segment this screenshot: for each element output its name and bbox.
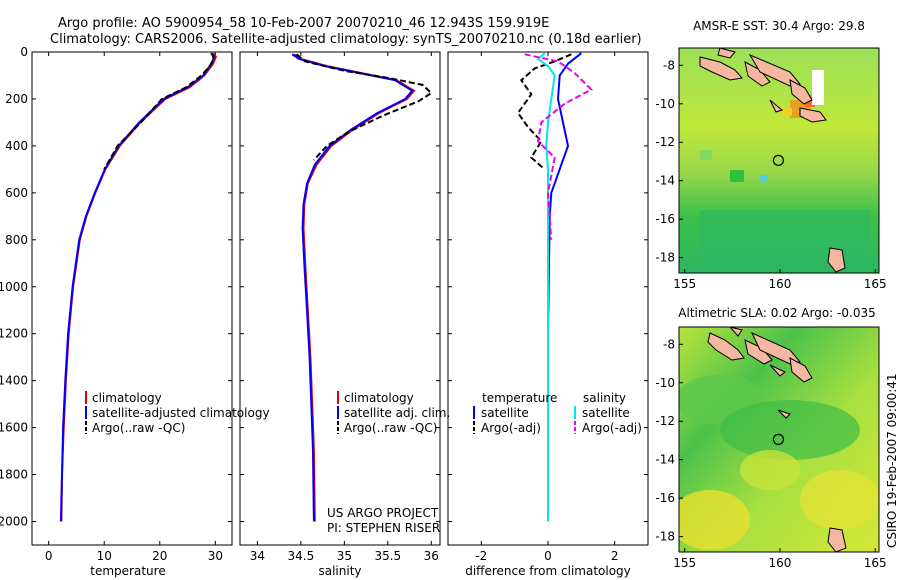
map-y-tick-label: -18 xyxy=(655,530,675,544)
legend-diff-temp-satellite: satellite xyxy=(481,406,529,420)
sst-map-ticks: 155 160 165 -8 -10 -12 -14 -16 -18 xyxy=(655,58,886,291)
x-tick-label: 10 xyxy=(97,549,112,563)
map-y-tick-label: -14 xyxy=(655,453,675,467)
series-line-argo xyxy=(103,52,215,170)
series-line-argo xyxy=(295,53,433,161)
series-line-sat xyxy=(547,52,582,522)
series-line-sat xyxy=(291,53,414,522)
sst-map-axes xyxy=(678,47,880,274)
map-y-tick-label: -16 xyxy=(655,491,675,505)
map-x-tick-label: 165 xyxy=(864,277,887,291)
y-tick-label: 1000 xyxy=(0,280,28,294)
x-tick-label: 35.5 xyxy=(374,549,401,563)
map-y-tick-label: -10 xyxy=(655,97,675,111)
sst-map xyxy=(679,48,879,273)
sla-map-ticks: 155 160 165 -8 -10 -12 -14 -16 -18 xyxy=(655,337,886,570)
float-position-marker xyxy=(772,433,785,445)
difference-xlabel: difference from climatology xyxy=(465,564,631,578)
legend-diff-temperature: temperature xyxy=(482,391,557,405)
map-y-tick-label: -18 xyxy=(655,251,675,265)
x-tick-label: 0 xyxy=(45,549,53,563)
y-tick-label: 200 xyxy=(5,92,28,106)
series-line-argo_sal xyxy=(524,53,593,240)
map-y-tick-label: -12 xyxy=(655,135,675,149)
map-x-tick-label: 155 xyxy=(673,556,696,570)
temperature-xlabel: temperature xyxy=(90,564,165,578)
series-line-clim xyxy=(293,53,416,522)
x-tick-label: 0 xyxy=(544,549,552,563)
difference-chart: -2 0 2 xyxy=(448,51,648,563)
x-tick-label: 2 xyxy=(611,549,619,563)
map-x-tick-label: 160 xyxy=(768,556,791,570)
difference-legend: temperature satellite Argo(-adj) salinit… xyxy=(473,391,642,435)
legend-diff-sal-argo: Argo(-adj) xyxy=(582,421,642,435)
salinity-axes xyxy=(239,51,441,546)
map-y-tick-label: -12 xyxy=(655,414,675,428)
x-tick-label: 35 xyxy=(337,549,352,563)
y-tick-label: 800 xyxy=(5,233,28,247)
y-tick-label: 0 xyxy=(20,45,28,59)
figure-title-line2: Climatology: CARS2006. Satellite-adjuste… xyxy=(50,32,642,47)
legend-sal-climatology: climatology xyxy=(344,391,414,405)
map-y-tick-label: -16 xyxy=(655,212,675,226)
sst-map-title: AMSR-E SST: 30.4 Argo: 29.8 xyxy=(693,19,865,33)
map-y-tick-label: -10 xyxy=(655,376,675,390)
sla-islands xyxy=(707,327,847,552)
pi-credit: PI: STEPHEN RISER xyxy=(327,521,440,535)
legend-argo: Argo(..raw -QC) xyxy=(92,421,185,435)
salinity-legend: climatology satellite adj. clim. Argo(..… xyxy=(337,391,450,435)
y-tick-label: 1400 xyxy=(0,374,28,388)
legend-satellite-adjusted: satellite-adjusted climatology xyxy=(92,406,270,420)
y-tick-label: 1800 xyxy=(0,468,28,482)
temperature-chart: 0 10 20 30 0 200 400 600 800 1000 1200 1400 1600 1800… xyxy=(0,45,232,563)
map-y-tick-label: -8 xyxy=(663,337,675,351)
legend-sal-argo: Argo(..raw -QC) xyxy=(344,421,437,435)
map-y-tick-label: -8 xyxy=(663,58,675,72)
sst-islands xyxy=(699,48,846,273)
salinity-chart: 34 34.5 35 35.5 36 xyxy=(240,51,440,563)
sla-map-title: Altimetric SLA: 0.02 Argo: -0.035 xyxy=(678,306,875,320)
temperature-axes xyxy=(31,51,233,546)
csiro-timestamp: CSIRO 19-Feb-2007 09:00:41 xyxy=(885,373,899,548)
y-tick-label: 600 xyxy=(5,186,28,200)
project-credit: US ARGO PROJECT xyxy=(327,506,439,520)
map-x-tick-label: 160 xyxy=(768,277,791,291)
x-tick-label: 30 xyxy=(208,549,223,563)
float-position-marker xyxy=(772,154,785,166)
figure-title-line1: Argo profile: AO 5900954_58 10-Feb-2007 … xyxy=(58,16,549,31)
map-y-tick-label: -14 xyxy=(655,174,675,188)
x-tick-label: 20 xyxy=(152,549,167,563)
y-tick-label: 1600 xyxy=(0,421,28,435)
x-tick-label: -2 xyxy=(475,549,487,563)
legend-diff-sal-satellite: satellite xyxy=(582,406,630,420)
map-x-tick-label: 155 xyxy=(673,277,696,291)
x-tick-label: 34 xyxy=(250,549,265,563)
temperature-legend: climatology satellite-adjusted climatolo… xyxy=(85,391,270,435)
map-x-tick-label: 165 xyxy=(864,556,887,570)
sla-map xyxy=(679,327,879,552)
legend-sal-satellite: satellite adj. clim. xyxy=(344,406,450,420)
y-tick-label: 1200 xyxy=(0,327,28,341)
legend-diff-salinity: salinity xyxy=(583,391,626,405)
legend-climatology: climatology xyxy=(92,391,162,405)
series-line-sat xyxy=(59,52,216,522)
y-tick-label: 400 xyxy=(5,139,28,153)
sla-map-axes xyxy=(678,326,880,553)
x-tick-label: 36 xyxy=(424,549,439,563)
salinity-xlabel: salinity xyxy=(318,564,361,578)
y-tick-label: 2000 xyxy=(0,515,28,529)
x-tick-label: 34.5 xyxy=(288,549,315,563)
legend-diff-temp-argo: Argo(-adj) xyxy=(481,421,541,435)
